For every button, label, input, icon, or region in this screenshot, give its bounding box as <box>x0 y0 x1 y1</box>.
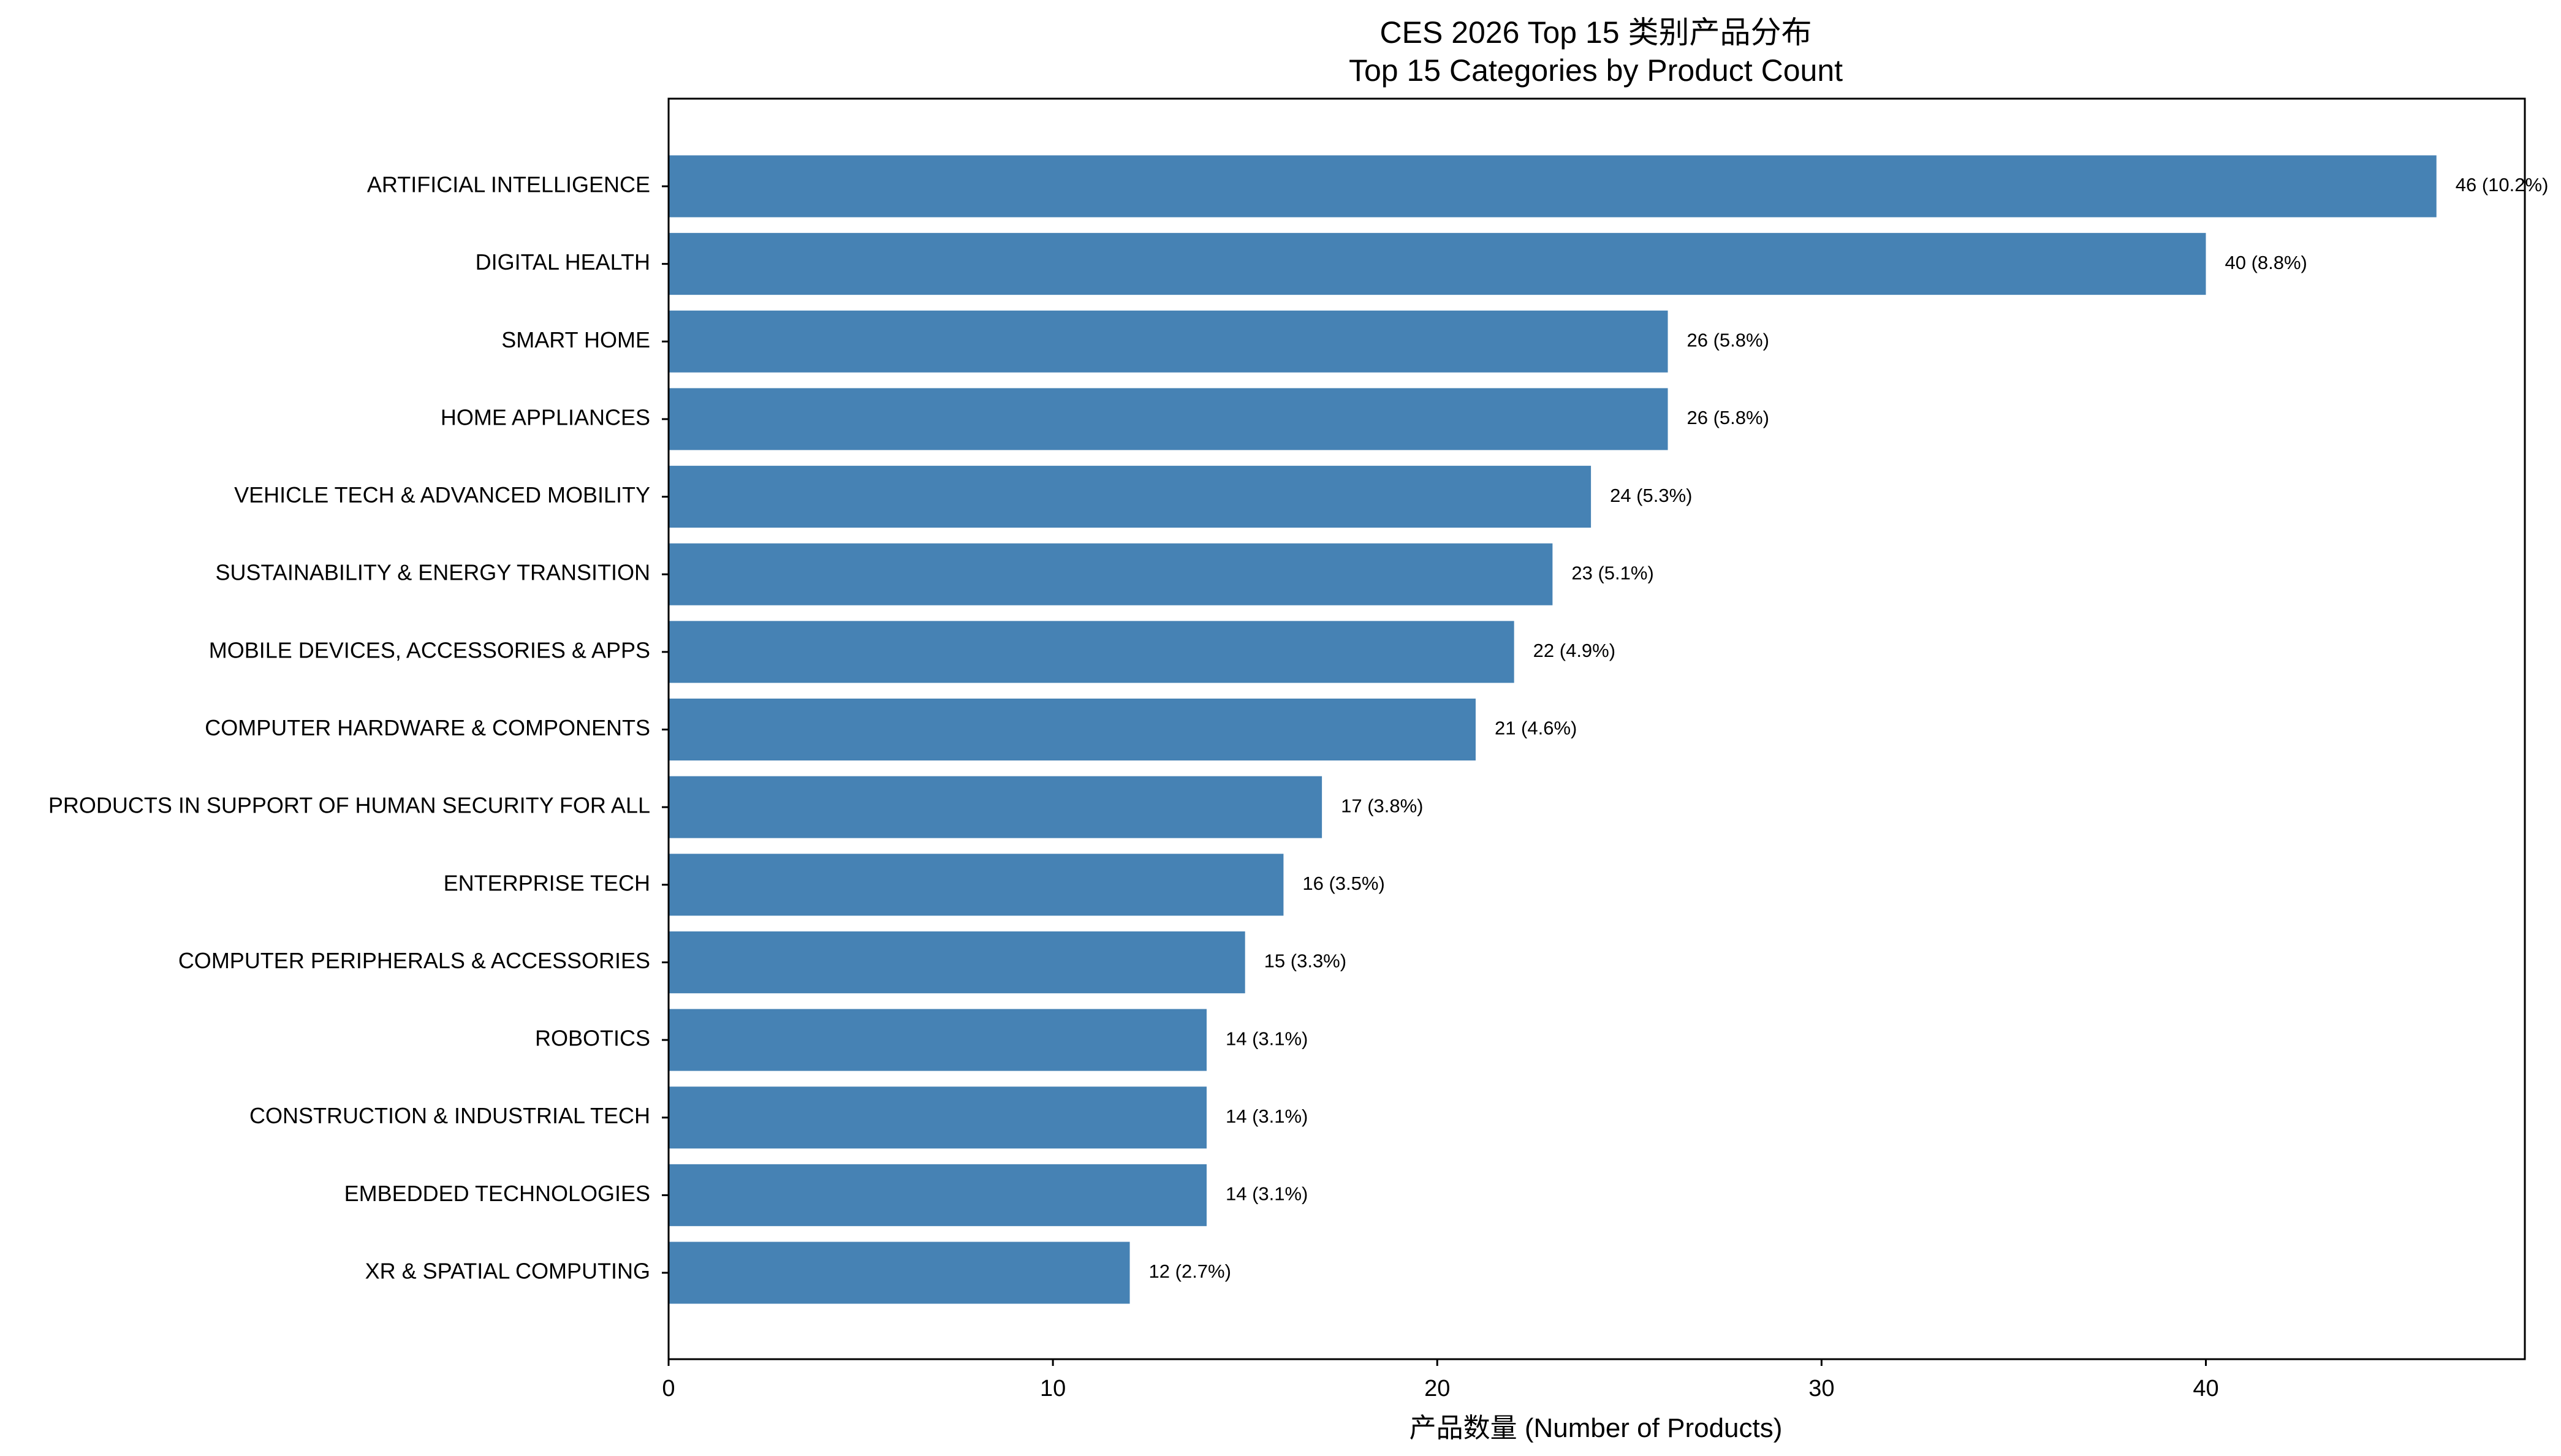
bar <box>669 1242 1130 1304</box>
y-tick-label: SUSTAINABILITY & ENERGY TRANSITION <box>215 560 650 585</box>
bar-data-label: 14 (3.1%) <box>1226 1105 1308 1127</box>
bar <box>669 388 1668 450</box>
bars-layer <box>669 155 2437 1304</box>
bar-data-label: 15 (3.3%) <box>1264 950 1346 972</box>
bar-data-label: 21 (4.6%) <box>1495 718 1577 739</box>
bar-data-label: 46 (10.2%) <box>2456 174 2549 195</box>
bar <box>669 1164 1207 1226</box>
chart-title-line1: CES 2026 Top 15 类别产品分布 <box>1380 15 1812 50</box>
data-labels-layer: 46 (10.2%) 40 (8.8%) 26 (5.8%) 26 (5.8%) 24 … <box>1149 174 2549 1282</box>
y-tick-label: PRODUCTS IN SUPPORT OF HUMAN SECURITY FO… <box>48 793 650 818</box>
bar-data-label: 16 (3.5%) <box>1302 873 1384 894</box>
bar <box>669 466 1592 528</box>
bar <box>669 1086 1207 1149</box>
y-tick-label: EMBEDDED TECHNOLOGIES <box>344 1181 650 1206</box>
y-tick-labels-layer: ARTIFICIAL INTELLIGENCE DIGITAL HEALTH SMA… <box>48 172 669 1284</box>
x-tick-label: 0 <box>662 1376 675 1401</box>
x-tick-labels-layer: 0 10 20 30 40 <box>662 1359 2219 1401</box>
bar <box>669 854 1284 916</box>
y-tick-label: ARTIFICIAL INTELLIGENCE <box>367 172 650 197</box>
bar-data-label: 26 (5.8%) <box>1687 407 1769 428</box>
bar-data-label: 14 (3.1%) <box>1226 1028 1308 1049</box>
x-axis-label: 产品数量 (Number of Products) <box>1409 1413 1783 1443</box>
bar <box>669 233 2206 295</box>
y-tick-label: ROBOTICS <box>535 1026 650 1051</box>
bar-data-label: 26 (5.8%) <box>1687 329 1769 351</box>
bar <box>669 155 2437 218</box>
x-tick-label: 40 <box>2193 1376 2218 1401</box>
y-tick-label: MOBILE DEVICES, ACCESSORIES & APPS <box>209 637 650 662</box>
y-tick-label: XR & SPATIAL COMPUTING <box>365 1259 650 1284</box>
bar <box>669 543 1553 605</box>
plot-area-frame <box>667 97 2526 1360</box>
bar <box>669 621 1514 683</box>
y-tick-label: COMPUTER PERIPHERALS & ACCESSORIES <box>178 948 650 973</box>
y-tick-label: SMART HOME <box>501 327 650 352</box>
bar <box>669 1009 1207 1071</box>
y-tick-label: ENTERPRISE TECH <box>444 870 650 895</box>
bar-data-label: 12 (2.7%) <box>1149 1261 1231 1282</box>
bar-data-label: 24 (5.3%) <box>1610 485 1692 506</box>
bar <box>669 776 1322 838</box>
x-tick-label: 10 <box>1040 1376 1066 1401</box>
x-tick-label: 20 <box>1424 1376 1450 1401</box>
bar-data-label: 22 (4.9%) <box>1533 640 1615 661</box>
bar <box>669 699 1476 760</box>
chart-title-line2: Top 15 Categories by Product Count <box>1349 53 1843 88</box>
bar-data-label: 23 (5.1%) <box>1571 562 1653 583</box>
y-tick-label: COMPUTER HARDWARE & COMPONENTS <box>205 715 650 740</box>
y-tick-label: DIGITAL HEALTH <box>476 249 650 275</box>
bar <box>669 310 1668 373</box>
bar-data-label: 17 (3.8%) <box>1341 795 1423 816</box>
bar-data-label: 40 (8.8%) <box>2225 252 2307 273</box>
x-tick-label: 30 <box>1808 1376 1834 1401</box>
y-tick-label: CONSTRUCTION & INDUSTRIAL TECH <box>249 1103 650 1128</box>
bar <box>669 931 1245 993</box>
y-tick-label: HOME APPLIANCES <box>441 404 650 430</box>
bar-data-label: 14 (3.1%) <box>1226 1183 1308 1205</box>
y-tick-label: VEHICLE TECH & ADVANCED MOBILITY <box>234 482 650 507</box>
